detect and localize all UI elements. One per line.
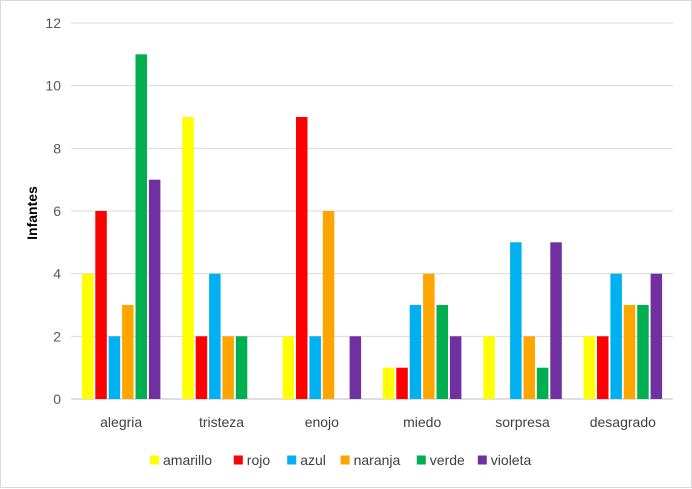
- bar-amarillo-miedo: [382, 367, 395, 399]
- bar-amarillo-tristeza: [182, 117, 194, 399]
- legend-item-rojo: rojo: [233, 452, 271, 468]
- legend-swatch: [233, 455, 243, 465]
- bar-verde-desagrado: [637, 305, 649, 399]
- bar-verde-tristeza: [235, 336, 248, 399]
- legend-label: amarillo: [163, 452, 212, 468]
- bar-violeta-sorpresa: [550, 242, 562, 399]
- bar-amarillo-sorpresa: [483, 336, 495, 399]
- bar-rojo-enojo: [296, 117, 308, 399]
- bar-naranja-tristeza: [222, 336, 234, 399]
- legend-label: rojo: [247, 452, 271, 468]
- y-tick-label: 6: [53, 203, 61, 219]
- y-axis-ticks: 0 2 4 6 8 10 12: [45, 15, 61, 407]
- legend-swatch: [340, 455, 350, 465]
- legend-item-azul: azul: [287, 452, 326, 468]
- legend-item-naranja: naranja: [340, 452, 401, 468]
- y-tick-label: 2: [53, 328, 61, 344]
- gridlines: [71, 22, 673, 400]
- legend-item-amarillo: amarillo: [150, 452, 212, 468]
- bar-azul-enojo: [309, 336, 321, 399]
- bar-amarillo-enojo: [282, 336, 295, 399]
- y-tick-label: 0: [53, 391, 61, 407]
- legend-label: azul: [300, 452, 326, 468]
- y-tick-label: 12: [45, 15, 61, 31]
- bar-rojo-desagrado: [597, 336, 609, 399]
- y-tick-label: 8: [53, 140, 61, 156]
- x-tick-label: miedo: [403, 414, 441, 430]
- legend-label: naranja: [354, 452, 401, 468]
- bar-naranja-desagrado: [623, 305, 636, 399]
- bar-naranja-enojo: [322, 211, 335, 399]
- bar-amarillo-alegria: [81, 273, 94, 399]
- legend-item-violeta: violeta: [477, 452, 532, 468]
- bar-violeta-enojo: [349, 336, 362, 399]
- y-tick-label: 4: [53, 266, 61, 282]
- y-tick-label: 10: [45, 78, 61, 94]
- x-tick-label: enojo: [305, 414, 339, 430]
- x-tick-label: alegria: [100, 414, 142, 430]
- legend-swatch: [150, 455, 159, 465]
- bar-violeta-desagrado: [650, 273, 663, 399]
- legend-label: verde: [430, 452, 465, 468]
- bar-verde-miedo: [436, 305, 448, 399]
- bar-rojo-tristeza: [195, 336, 208, 399]
- legend-swatch: [477, 455, 487, 465]
- x-tick-label: sorpresa: [495, 414, 550, 430]
- bar-naranja-miedo: [423, 273, 435, 399]
- y-axis-label: Infantes: [24, 186, 40, 240]
- bar-violeta-alegria: [148, 179, 161, 399]
- legend-label: violeta: [491, 452, 532, 468]
- bar-azul-alegria: [108, 336, 121, 399]
- bar-verde-sorpresa: [536, 367, 549, 399]
- bar-azul-sorpresa: [510, 242, 522, 399]
- bar-rojo-miedo: [396, 367, 408, 399]
- bar-azul-miedo: [409, 305, 422, 399]
- bar-amarillo-desagrado: [583, 336, 596, 399]
- legend-swatch: [287, 455, 297, 465]
- bar-naranja-alegria: [122, 305, 134, 399]
- bar-azul-tristeza: [209, 273, 221, 399]
- x-tick-label: desagrado: [590, 414, 656, 430]
- legend-item-verde: verde: [416, 452, 465, 468]
- bar-verde-alegria: [135, 54, 147, 400]
- legend: amarillo rojo azul naranja verde violeta: [150, 452, 531, 468]
- bar-azul-desagrado: [610, 273, 622, 399]
- x-axis-categories: alegria tristeza enojo miedo sorpresa desagra…: [100, 414, 656, 430]
- bar-naranja-sorpresa: [523, 336, 535, 399]
- bar-rojo-alegria: [95, 211, 107, 399]
- legend-swatch: [416, 455, 426, 465]
- bar-violeta-miedo: [449, 336, 462, 399]
- bars: [81, 54, 663, 400]
- x-tick-label: tristeza: [199, 414, 244, 430]
